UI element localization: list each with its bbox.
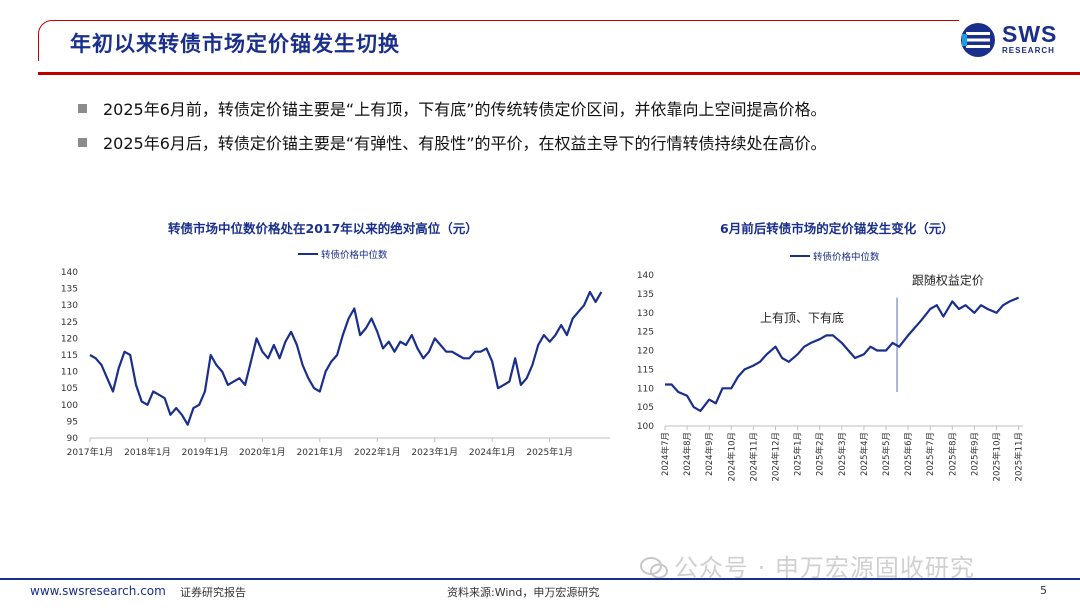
x-tick-label: 2018年1月: [124, 446, 171, 458]
annotation-before: 上有顶、下有底: [760, 310, 844, 325]
chart2-title: 6月前后转债市场的定价锚发生变化（元）: [720, 221, 954, 236]
bullet-2: 2025年6月后，转债定价锚主要是“有弹性、有股性”的平价，在权益主导下的行情转…: [78, 130, 826, 154]
watermark-text: 公众号 · 申万宏源固收研究: [674, 554, 975, 582]
y-tick-label: 120: [61, 334, 78, 344]
x-tick-label: 2025年2月: [815, 432, 826, 476]
x-tick-label: 2025年10月: [991, 432, 1002, 481]
logo-name: SWS: [1002, 21, 1058, 47]
x-tick-label: 2025年8月: [947, 432, 958, 476]
y-tick-label: 140: [61, 268, 78, 278]
bullet-square-icon: [78, 104, 87, 113]
annotation-after: 跟随权益定价: [912, 272, 984, 287]
y-tick-label: 105: [637, 403, 654, 413]
x-tick-label: 2024年1月: [469, 446, 516, 458]
chart1-plot: 90 95 100 105 110 115 120 125 130 135 140 2017年1月 20…: [61, 268, 610, 458]
x-tick-label: 2021年1月: [297, 446, 344, 458]
y-tick-label: 125: [61, 318, 78, 328]
y-tick-label: 110: [61, 368, 78, 378]
footer-page-number: 5: [1040, 584, 1047, 597]
x-tick-label: 2024年11月: [748, 432, 759, 481]
x-tick-label: 2025年5月: [881, 432, 892, 476]
legend-line-icon: [298, 253, 318, 255]
bullet-text: 2025年6月前，转债定价锚主要是“上有顶，下有底”的传统转债定价区间，并依靠向…: [103, 100, 827, 119]
x-tick-label: 2025年3月: [837, 432, 848, 476]
bullet-text: 2025年6月后，转债定价锚主要是“有弹性、有股性”的平价，在权益主导下的行情转…: [103, 134, 827, 153]
y-tick-label: 115: [61, 351, 78, 361]
x-tick-label: 2022年1月: [354, 446, 401, 458]
series-line: [89, 290, 603, 426]
page-title: 年初以来转债市场定价锚发生切换: [70, 32, 400, 56]
x-tick-label: 2025年7月: [925, 432, 936, 476]
footer-report-type: 证券研究报告: [180, 586, 246, 599]
y-tick-label: 100: [637, 422, 654, 432]
chart2-plot: 100 105 110 115 120 125 130 135 140 2024年7月 2024年8…: [637, 271, 1025, 481]
logo-subtitle: RESEARCH: [1002, 46, 1055, 55]
x-tick-label: 2017年1月: [67, 446, 114, 458]
chart2-legend: 转债价格中位数: [790, 249, 880, 263]
series-line: [665, 296, 1020, 412]
x-tick-label: 2025年4月: [859, 432, 870, 476]
x-tick-label: 2025年6月: [903, 432, 914, 476]
x-tick-label: 2020年1月: [239, 446, 286, 458]
chart1-title: 转债市场中位数价格处在2017年以来的绝对高位（元）: [168, 221, 478, 236]
x-tick-label: 2025年11月: [1014, 432, 1025, 481]
x-tick-label: 2023年1月: [411, 446, 458, 458]
footer-divider: [0, 578, 1080, 580]
bullet-square-icon: [78, 138, 87, 147]
y-tick-label: 130: [637, 309, 654, 319]
x-tick-label: 2025年9月: [969, 432, 980, 476]
y-tick-label: 120: [637, 347, 654, 357]
x-tick-label: 2024年9月: [704, 432, 715, 476]
sws-logo-icon: [961, 23, 995, 57]
wechat-icon: [640, 557, 668, 579]
y-tick-label: 140: [637, 271, 654, 281]
legend-line-icon: [790, 255, 810, 257]
footer-source: 资料来源:Wind，申万宏源研究: [447, 586, 600, 599]
x-tick-label: 2019年1月: [182, 446, 229, 458]
chart1-legend: 转债价格中位数: [298, 247, 388, 261]
watermark: 公众号 · 申万宏源固收研究: [640, 548, 975, 583]
x-tick-label: 2025年1月: [526, 446, 573, 458]
legend-label: 转债价格中位数: [321, 250, 388, 261]
footer-website[interactable]: www.swsresearch.com: [30, 584, 166, 598]
y-tick-label: 135: [637, 290, 654, 300]
y-tick-label: 125: [637, 328, 654, 338]
y-tick-label: 130: [61, 301, 78, 311]
x-tick-label: 2025年1月: [793, 432, 804, 476]
y-tick-label: 100: [61, 401, 78, 411]
y-tick-label: 105: [61, 384, 78, 394]
x-tick-label: 2024年8月: [682, 432, 693, 476]
x-tick-label: 2024年12月: [770, 432, 781, 481]
x-tick-label: 2024年7月: [660, 432, 671, 476]
y-tick-label: 110: [637, 384, 654, 394]
y-tick-label: 95: [67, 417, 78, 427]
y-tick-label: 115: [637, 365, 654, 375]
legend-label: 转债价格中位数: [813, 252, 880, 263]
title-divider: [38, 72, 1080, 75]
y-tick-label: 135: [61, 285, 78, 295]
x-tick-label: 2024年10月: [726, 432, 737, 481]
y-tick-label: 90: [67, 434, 79, 444]
bullet-1: 2025年6月前，转债定价锚主要是“上有顶，下有底”的传统转债定价区间，并依靠向…: [78, 96, 826, 120]
title-frame: [38, 20, 959, 61]
